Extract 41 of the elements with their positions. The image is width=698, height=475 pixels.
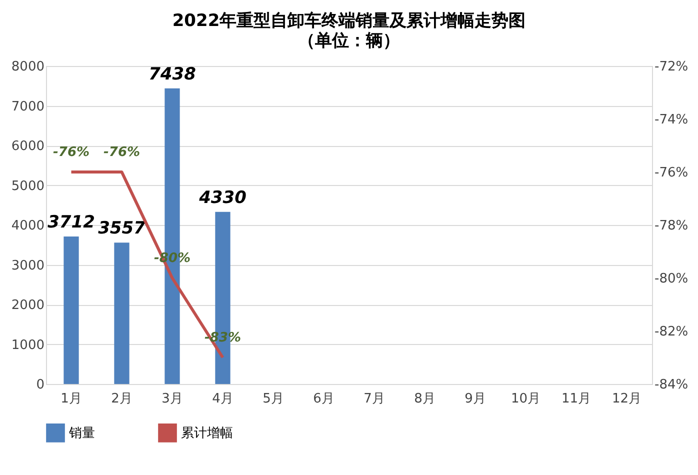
y2-tick-label: -76%: [654, 166, 688, 180]
data-label: 3712: [48, 212, 95, 232]
y-tick-label: 3000: [11, 258, 44, 274]
bar: [64, 236, 79, 384]
data-label: 4330: [198, 188, 247, 208]
y2-tick-label: -84%: [654, 378, 688, 392]
y-tick-label: 0: [36, 378, 44, 392]
x-tick-label: 4月: [212, 392, 234, 406]
y-tick-label: 6000: [11, 139, 44, 154]
x-tick-label: 12月: [612, 392, 642, 406]
chart-subtitle: （单位：辆）: [298, 31, 400, 51]
x-tick-label: 10月: [510, 392, 541, 406]
y2-tick-label: -80%: [654, 272, 688, 286]
x-tick-label: 11月: [561, 392, 592, 406]
y-tick-label: 4000: [11, 218, 44, 234]
y-tick-label: 7000: [11, 99, 44, 114]
y-tick-label: 5000: [11, 178, 44, 194]
legend-label: 累计增幅: [181, 426, 233, 441]
x-tick-label: 8月: [414, 392, 436, 406]
x-tick-label: 6月: [313, 392, 334, 406]
x-tick-label: 9月: [464, 392, 486, 406]
y-tick-label: 2000: [11, 298, 44, 313]
y2-tick-label: -74%: [654, 112, 688, 128]
data-label: 3557: [98, 218, 146, 239]
y2-tick-label: -72%: [654, 60, 688, 74]
x-tick-label: 2月: [111, 392, 132, 406]
bar: [114, 242, 130, 384]
x-tick-label: 5月: [262, 392, 284, 406]
data-label: 7438: [148, 64, 196, 84]
y2-tick-label: -82%: [654, 324, 688, 340]
y-tick-label: 8000: [11, 60, 44, 74]
chart-title: 2022年重型自卸车终端销量及累计增幅走势图: [172, 11, 526, 31]
data-label: -83%: [204, 330, 242, 346]
x-tick-label: 3月: [162, 392, 183, 406]
legend-label: 销量: [68, 426, 95, 441]
data-label: -76%: [52, 145, 90, 160]
data-label: -76%: [103, 145, 140, 160]
y-tick-label: 1000: [11, 338, 44, 353]
x-tick-label: 1月: [60, 392, 82, 406]
y2-tick-label: -78%: [654, 218, 688, 234]
x-tick-label: 7月: [364, 392, 385, 406]
